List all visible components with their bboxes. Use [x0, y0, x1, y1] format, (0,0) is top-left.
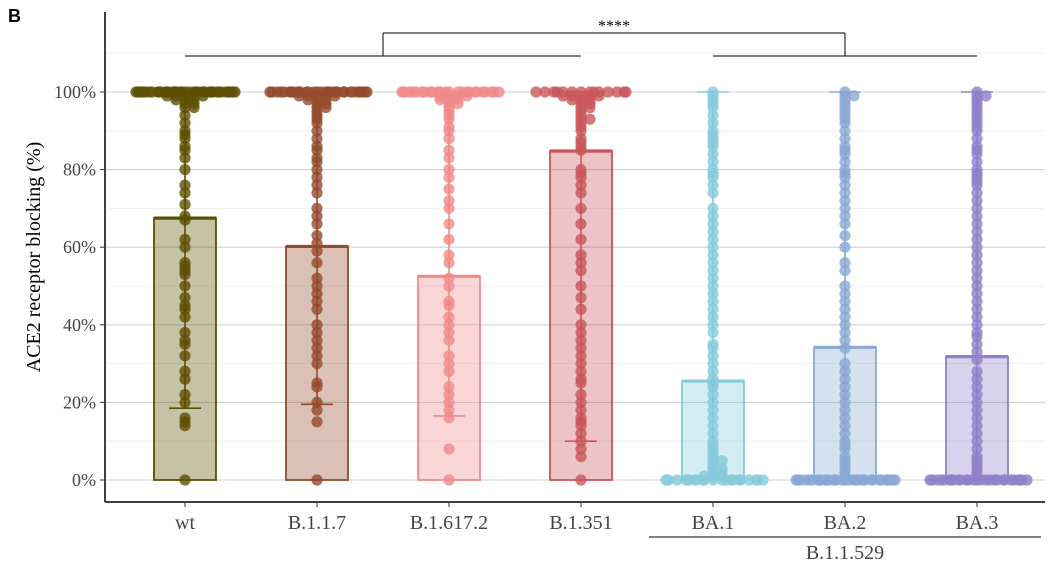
data-point	[170, 94, 182, 106]
x-tick-label: B.1.617.2	[410, 512, 488, 534]
data-point	[211, 86, 223, 98]
y-tick-labels: 0% 20% 40% 60% 80% 100%	[54, 82, 105, 490]
data-point	[575, 474, 587, 486]
x-tick-label: BA.3	[956, 512, 999, 534]
x-tick-labels: wt B.1.1.7 B.1.617.2 B.1.351 BA.1 BA.2 BA.3	[175, 502, 998, 534]
data-point	[530, 86, 542, 98]
x-tick-label: B.1.1.7	[288, 512, 346, 534]
data-point	[329, 90, 341, 102]
x-tick-label: wt	[175, 512, 195, 534]
data-point	[493, 86, 505, 98]
data-points	[130, 86, 1033, 486]
data-point	[311, 474, 323, 486]
data-point	[1012, 474, 1024, 486]
data-point	[461, 90, 473, 102]
data-point	[602, 86, 614, 98]
y-tick-label: 40%	[63, 315, 96, 335]
data-point	[539, 86, 551, 98]
x-tick-label: BA.2	[824, 512, 867, 534]
axes	[104, 12, 1045, 503]
y-tick-label: 100%	[54, 82, 96, 102]
data-point	[566, 94, 578, 106]
data-point	[734, 474, 746, 486]
data-point	[227, 86, 239, 98]
data-point	[857, 474, 869, 486]
group-label: B.1.1.529	[806, 542, 884, 564]
data-point	[179, 420, 191, 432]
data-point	[359, 86, 371, 98]
data-point	[311, 404, 323, 416]
data-point	[757, 474, 769, 486]
data-point	[161, 90, 173, 102]
y-tick-label: 0%	[72, 470, 96, 490]
data-point	[671, 474, 683, 486]
y-axis-title: ACE2 receptor blocking (%)	[23, 142, 45, 372]
data-point	[887, 474, 899, 486]
data-point	[302, 94, 314, 106]
significance-label: ****	[598, 18, 630, 35]
data-point	[980, 90, 992, 102]
x-tick-label: B.1.351	[549, 512, 612, 534]
y-tick-label: 60%	[63, 237, 96, 257]
x-tick-label: BA.1	[692, 512, 735, 534]
data-point	[311, 416, 323, 428]
significance-bracket: ****	[185, 18, 977, 57]
data-point	[443, 474, 455, 486]
panel-label: B	[8, 6, 21, 26]
data-point	[293, 90, 305, 102]
data-point	[477, 86, 489, 98]
data-point	[848, 90, 860, 102]
data-point	[179, 474, 191, 486]
data-point	[434, 94, 446, 106]
data-point	[575, 451, 587, 463]
data-point	[452, 98, 464, 110]
data-point	[1021, 474, 1033, 486]
data-point	[584, 101, 596, 114]
group-bracket: B.1.1.529	[649, 536, 1041, 564]
data-point	[575, 443, 587, 455]
data-point	[443, 443, 455, 455]
y-tick-label: 80%	[63, 160, 96, 180]
data-point	[584, 113, 596, 125]
data-point	[137, 86, 149, 98]
data-point	[410, 86, 422, 98]
data-point	[320, 101, 332, 114]
data-point	[188, 101, 200, 114]
data-point	[618, 86, 630, 98]
data-point	[660, 474, 672, 486]
y-tick-label: 20%	[63, 392, 96, 412]
error-bars	[154, 91, 1008, 481]
data-point	[197, 90, 209, 102]
data-point	[945, 474, 957, 486]
data-point	[593, 90, 605, 102]
data-point	[443, 412, 455, 424]
data-point	[716, 455, 728, 467]
data-point	[557, 90, 569, 102]
data-point	[790, 474, 802, 486]
